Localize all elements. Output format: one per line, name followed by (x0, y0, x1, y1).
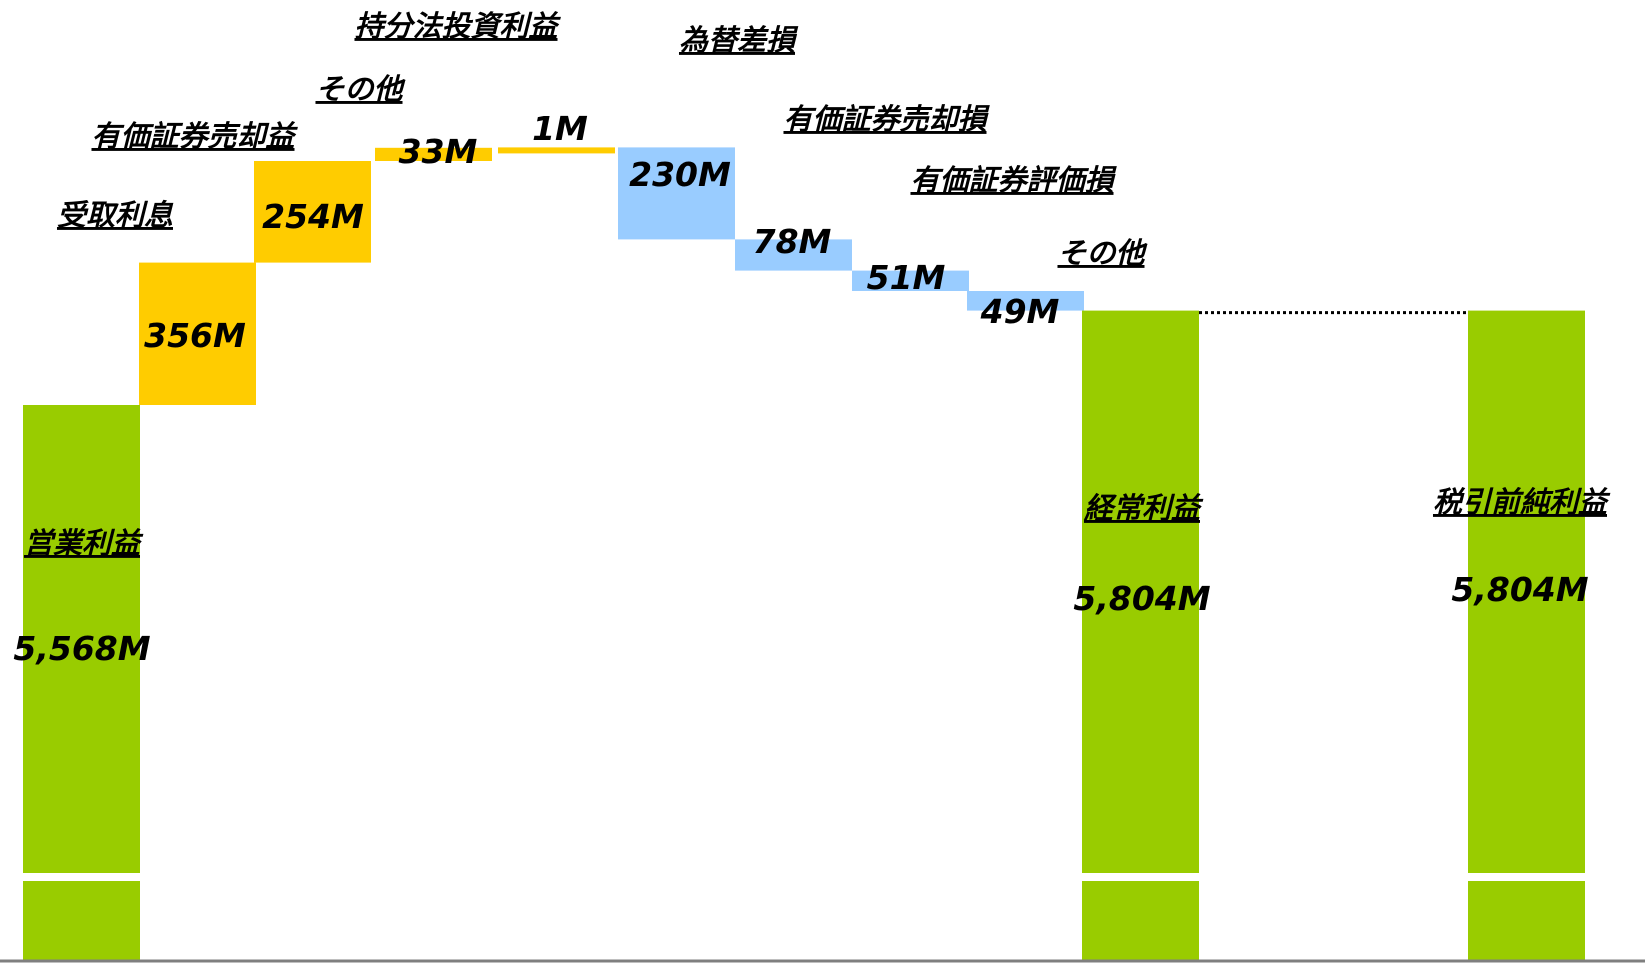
step-label: 為替差損 (679, 23, 799, 57)
value-label: 33M (399, 132, 478, 171)
step-label: 有価証券売却益 (91, 119, 298, 153)
step-label: 有価証券売却損 (783, 102, 990, 136)
step-label: 営業利益 (24, 526, 144, 560)
bar-increase (254, 161, 371, 263)
step-label: その他 (1057, 236, 1148, 270)
bar-total-stub (1468, 881, 1585, 960)
step-label: その他 (315, 72, 406, 106)
step-label: 受取利息 (57, 198, 174, 232)
bar-decrease (735, 239, 852, 271)
bar-decrease (618, 147, 735, 240)
value-label: 5,804M (1451, 570, 1588, 609)
bar-decrease (852, 270, 969, 291)
value-label: 78M (753, 222, 832, 261)
value-label: 51M (867, 258, 946, 297)
value-label: 5,568M (13, 629, 150, 668)
bar-decrease (967, 291, 1084, 311)
value-label: 5,804M (1073, 579, 1210, 618)
value-label: 356M (144, 316, 246, 355)
step-label: 税引前純利益 (1433, 485, 1611, 519)
bar-total (1082, 310, 1199, 874)
value-label: 254M (262, 197, 364, 236)
value-label: 230M (629, 155, 731, 194)
value-label: 1M (532, 109, 588, 148)
bar-increase (375, 147, 492, 161)
bar-increase (498, 147, 615, 154)
bar-total (23, 405, 140, 873)
bar-increase (139, 262, 256, 405)
step-label: 持分法投資利益 (354, 9, 561, 43)
bar-total-stub (23, 881, 140, 960)
bar-total (1468, 310, 1585, 874)
bar-total-stub (1082, 881, 1199, 960)
value-label: 49M (980, 292, 1060, 331)
step-label: 有価証券評価損 (910, 163, 1117, 197)
step-label: 経常利益 (1083, 491, 1204, 525)
